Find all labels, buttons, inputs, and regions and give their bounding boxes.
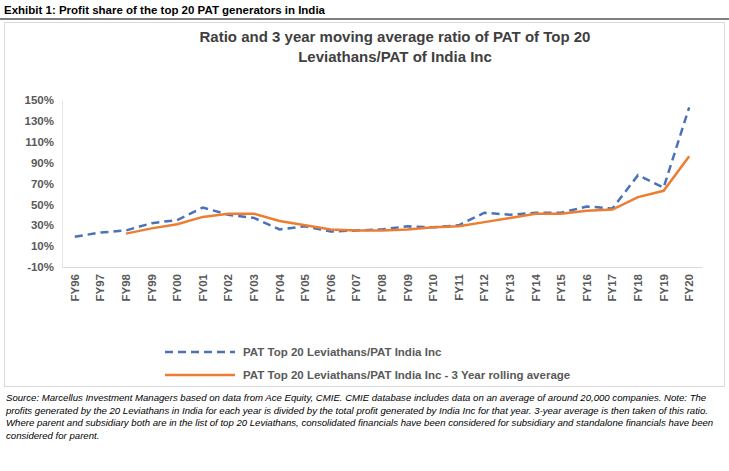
x-axis-line (63, 267, 703, 268)
y-axis: -10% 10% 30% 50% 70% 90% 110% 130% 150% (25, 94, 63, 273)
x-tick-label: FY17 (606, 274, 618, 302)
y-tick: 110% (25, 136, 62, 148)
y-tick-label: 30% (31, 219, 54, 231)
x-tick: FY09 (402, 267, 414, 302)
y-tick-label: 150% (25, 94, 54, 106)
x-tick: FY07 (350, 267, 362, 302)
x-tick: FY00 (171, 267, 183, 302)
x-tick: FY19 (658, 267, 670, 302)
x-tick-label: FY05 (299, 273, 311, 301)
y-tick: 130% (25, 115, 62, 127)
y-tick: 50% (31, 199, 62, 211)
x-tick: FY15 (555, 267, 567, 302)
x-tick: FY98 (120, 267, 132, 302)
y-tick: 90% (31, 157, 62, 169)
y-tick-label: -10% (27, 261, 54, 273)
y-tick-label: 50% (31, 199, 54, 211)
legend-label: PAT Top 20 Leviathans/PAT India Inc - 3 … (243, 369, 570, 381)
legend-swatch (165, 374, 235, 377)
series-line (126, 156, 689, 233)
chart-frame (5, 23, 725, 387)
x-tick: FY16 (581, 267, 593, 302)
x-tick-label: FY11 (453, 273, 465, 300)
legend: PAT Top 20 Leviathans/PAT India Inc PAT T… (165, 346, 570, 381)
x-tick-label: FY15 (555, 273, 567, 301)
y-axis-line (62, 101, 63, 268)
x-tick-label: FY96 (69, 274, 81, 302)
x-tick-label: FY97 (94, 274, 106, 302)
x-tick: FY20 (683, 267, 695, 302)
series-group (75, 107, 689, 236)
x-tick: FY11 (453, 267, 465, 301)
x-tick: FY10 (427, 267, 439, 302)
x-tick-label: FY03 (248, 274, 260, 302)
x-tick-label: FY04 (274, 273, 286, 301)
x-tick-label: FY19 (658, 274, 670, 302)
x-tick-label: FY20 (683, 274, 695, 302)
x-tick-label: FY10 (427, 274, 439, 302)
x-tick: FY18 (632, 267, 644, 302)
y-tick-label: 10% (31, 240, 54, 252)
x-tick: FY12 (478, 267, 490, 302)
x-tick-label: FY14 (530, 273, 542, 301)
y-tick-label: 70% (31, 178, 54, 190)
x-tick-label: FY12 (478, 274, 490, 302)
x-tick: FY17 (606, 267, 618, 302)
x-tick: FY08 (376, 267, 388, 302)
x-tick-label: FY08 (376, 273, 388, 301)
x-tick: FY05 (299, 267, 311, 302)
x-tick-label: FY99 (146, 274, 158, 302)
x-tick-label: FY09 (402, 274, 414, 302)
source-note: Source: Marcellus Investment Managers ba… (6, 392, 722, 442)
y-tick: 150% (25, 94, 62, 106)
x-tick: FY96 (69, 267, 81, 302)
y-tick: 10% (31, 240, 62, 252)
y-tick: -10% (27, 261, 62, 273)
legend-label: PAT Top 20 Leviathans/PAT India Inc (243, 346, 442, 358)
x-tick-label: FY07 (350, 274, 362, 302)
y-tick-label: 90% (31, 157, 54, 169)
chart-title: Ratio and 3 year moving average ratio of… (200, 28, 591, 65)
x-tick-label: FY01 (197, 273, 209, 301)
legend-swatch (165, 351, 235, 354)
x-tick: FY06 (325, 267, 337, 302)
x-tick-label: FY98 (120, 273, 132, 301)
x-tick: FY01 (197, 267, 209, 302)
x-tick: FY13 (504, 267, 516, 302)
x-tick-label: FY02 (222, 274, 234, 302)
x-tick-label: FY00 (171, 274, 183, 302)
x-tick: FY02 (222, 267, 234, 302)
figure-title: Exhibit 1: Profit share of the top 20 PA… (4, 4, 326, 16)
x-tick-label: FY06 (325, 274, 337, 302)
y-tick-label: 130% (25, 115, 54, 127)
x-tick: FY14 (530, 267, 542, 302)
x-axis: FY96 FY97 FY98 FY99 FY00 FY01 FY02 FY03 FY04 FY05… (63, 267, 703, 302)
x-tick: FY03 (248, 267, 260, 302)
x-tick-label: FY16 (581, 274, 593, 302)
title-rule (0, 19, 729, 20)
x-tick: FY97 (94, 267, 106, 302)
series-line (75, 107, 689, 236)
x-tick: FY04 (274, 267, 286, 302)
x-tick: FY99 (146, 267, 158, 302)
x-tick-label: FY13 (504, 274, 516, 302)
y-tick: 70% (31, 178, 62, 190)
y-tick: 30% (31, 219, 62, 231)
y-tick-label: 110% (25, 136, 54, 148)
x-tick-label: FY18 (632, 273, 644, 301)
